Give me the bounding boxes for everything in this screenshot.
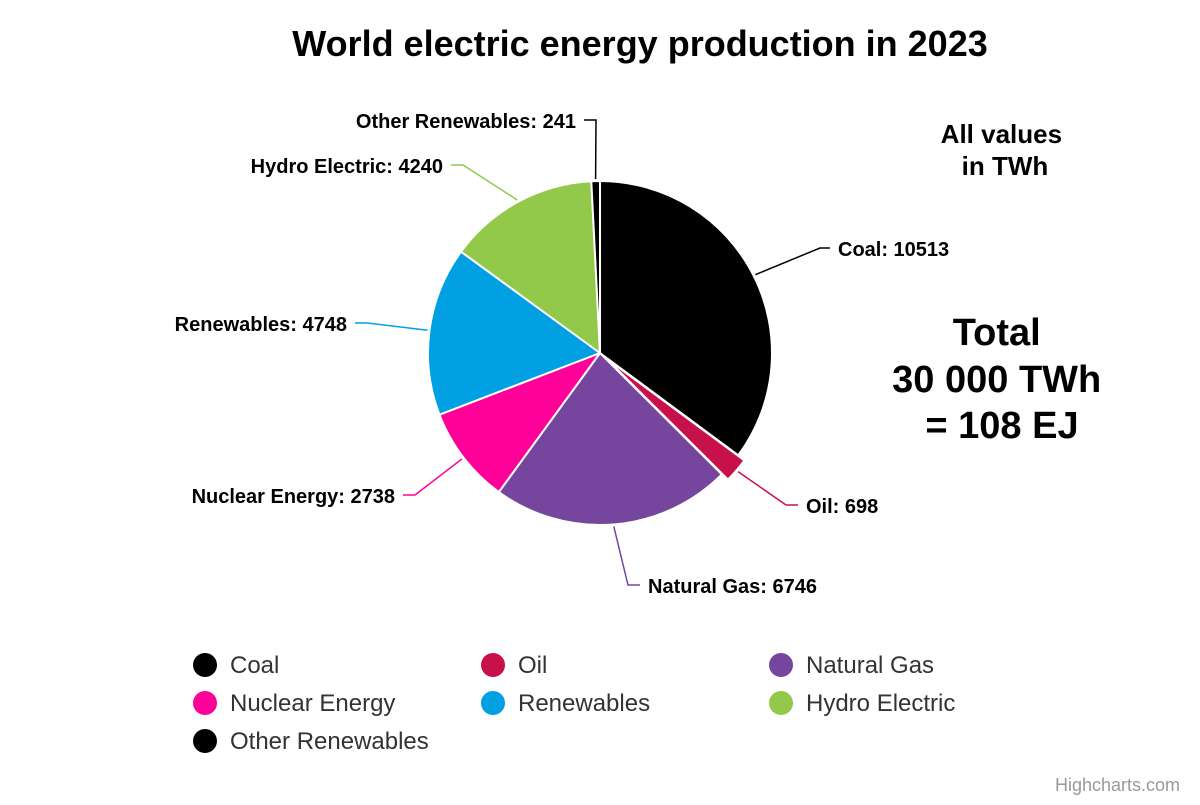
total-line-2: 30 000 TWh [892,359,1101,401]
data-label-renewables: Renewables: 4748 [175,314,347,336]
chart-title: World electric energy production in 2023 [292,23,988,64]
legend-symbol-natural-gas [769,653,793,677]
data-label-natural-gas: Natural Gas: 6746 [648,576,817,598]
connector-nuclear-energy [403,458,463,496]
legend: Coal Oil Natural Gas Nuclear Energy Renewabl… [193,652,955,755]
connector-other-renewables [584,119,597,180]
units-note-line-2: in TWh [962,151,1049,181]
data-label-other-renewables: Other Renewables: 241 [356,111,576,133]
pie-slice-oil[interactable] [605,357,746,481]
data-label-coal: Coal: 10513 [838,239,949,261]
total-annotation: Total 30 000 TWh = 108 EJ [892,312,1112,447]
legend-item-other-renewables[interactable]: Other Renewables [193,728,429,755]
data-label-nuclear-energy: Nuclear Energy: 2738 [192,486,395,508]
connector-hydro-electric [451,164,518,201]
legend-label-hydro-electric: Hydro Electric [806,690,955,717]
legend-label-other-renewables: Other Renewables [230,728,429,755]
pie-slice-other-renewables[interactable] [590,180,601,354]
pie-slices [427,180,773,526]
total-line-3: = 108 EJ [925,405,1078,447]
legend-label-renewables: Renewables [518,690,650,717]
pie-slice-coal[interactable] [599,180,773,457]
legend-symbol-renewables [481,691,505,715]
legend-label-natural-gas: Natural Gas [806,652,934,679]
pie-slice-nuclear-energy[interactable] [438,352,601,494]
legend-item-nuclear-energy[interactable]: Nuclear Energy [193,690,395,717]
connector-coal [755,247,830,276]
data-label-oil: Oil: 698 [806,496,878,518]
legend-symbol-hydro-electric [769,691,793,715]
units-note-line-1: All values [941,119,1062,149]
connector-natural-gas [613,526,640,586]
data-label-hydro-electric: Hydro Electric: 4240 [251,156,443,178]
connector-oil [737,471,798,506]
legend-label-oil: Oil [518,652,547,679]
data-label-connectors [355,119,830,586]
legend-item-natural-gas[interactable]: Natural Gas [769,652,934,679]
legend-symbol-oil [481,653,505,677]
data-labels: Coal: 10513 Oil: 698 Natural Gas: 6746 Nucl… [175,111,950,598]
legend-item-coal[interactable]: Coal [193,652,279,679]
legend-label-nuclear-energy: Nuclear Energy [230,690,395,717]
legend-item-oil[interactable]: Oil [481,652,547,679]
legend-symbol-coal [193,653,217,677]
connector-renewables [355,322,428,331]
legend-item-renewables[interactable]: Renewables [481,690,650,717]
units-note: All values in TWh [941,119,1070,181]
credits-link[interactable]: Highcharts.com [1055,775,1180,795]
legend-label-coal: Coal [230,652,279,679]
total-line-1: Total [953,312,1041,354]
pie-slice-renewables[interactable] [427,250,601,416]
legend-symbol-other-renewables [193,729,217,753]
pie-slice-natural-gas[interactable] [497,352,723,526]
pie-slice-hydro-electric[interactable] [460,180,601,354]
legend-symbol-nuclear-energy [193,691,217,715]
legend-item-hydro-electric[interactable]: Hydro Electric [769,690,955,717]
